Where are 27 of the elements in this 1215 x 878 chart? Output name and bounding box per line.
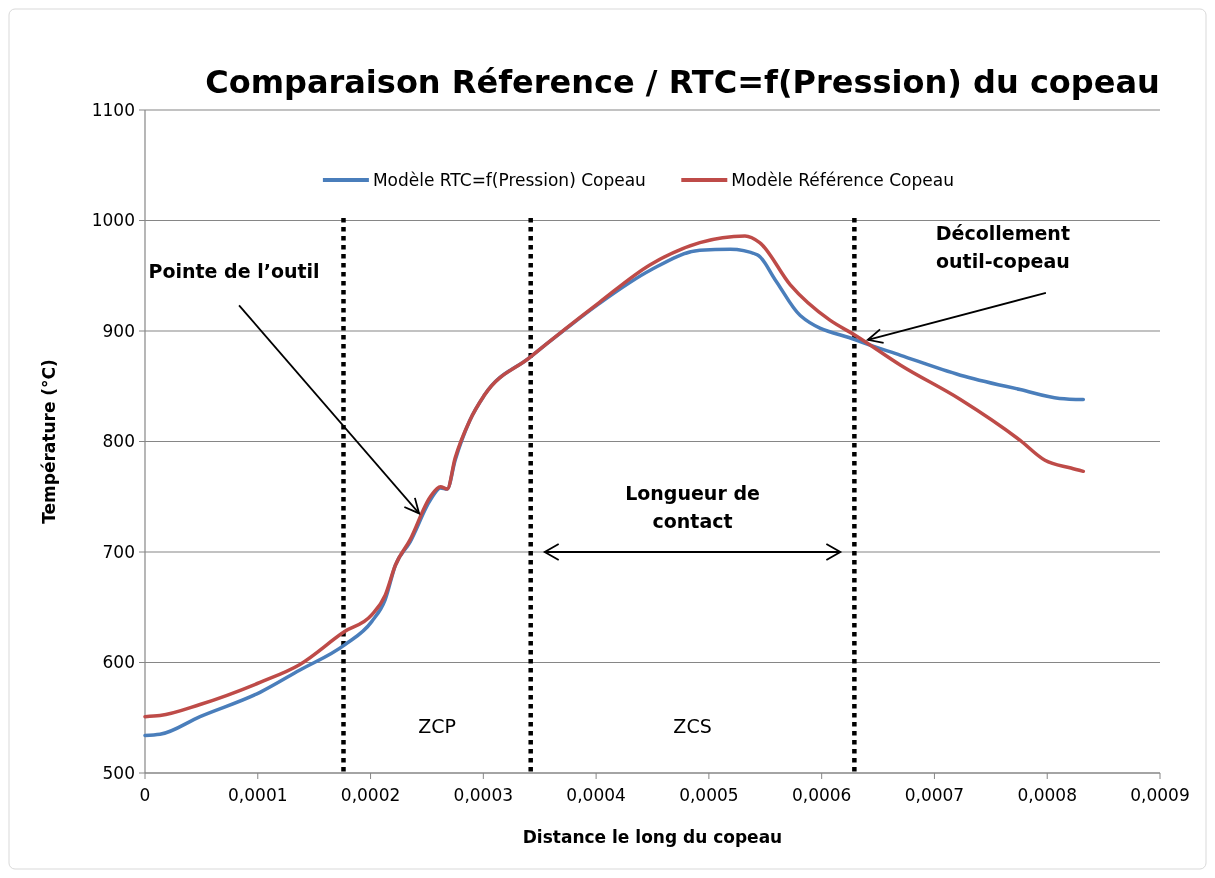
y-tick-label: 1000 (91, 210, 135, 231)
x-tick-label: 0,0009 (1130, 785, 1190, 805)
annotation: Décollement outil-copeau (935, 221, 1070, 272)
x-tick-label: 0,0007 (904, 785, 965, 805)
annotation: Pointe de l’outil (148, 260, 320, 283)
y-tick-label: 600 (102, 652, 135, 673)
x-tick-label: 0,0001 (228, 785, 288, 805)
x-tick-label: 0,0006 (791, 785, 852, 805)
x-tick-label: 0,0002 (340, 785, 401, 805)
x-tick-label: 0,0003 (453, 785, 514, 805)
y-tick-label: 500 (102, 762, 135, 783)
annotation: ZCS (673, 715, 712, 737)
y-tick-label: 700 (102, 541, 135, 562)
x-tick-label: 0,0008 (1017, 785, 1077, 805)
chart-title: Comparaison Réference / RTC=f(Pression) du copeau (205, 63, 1160, 101)
y-tick-label: 900 (102, 320, 135, 341)
x-tick-label: 0,0005 (679, 785, 739, 805)
x-axis-title: Distance le long du copeau (522, 827, 783, 847)
annotation: ZCP (418, 715, 456, 737)
y-axis-title: Température (°C) (39, 359, 59, 524)
annotation: Longueur de contact (625, 482, 760, 532)
y-tick-label: 800 (102, 431, 135, 452)
x-tick-label: 0,0004 (566, 785, 626, 805)
legend-label: Modèle Référence Copeau (731, 169, 954, 190)
legend-label: Modèle RTC=f(Pression) Copeau (372, 169, 646, 190)
x-tick-label: 0 (139, 785, 151, 805)
y-tick-label: 1100 (91, 99, 135, 120)
